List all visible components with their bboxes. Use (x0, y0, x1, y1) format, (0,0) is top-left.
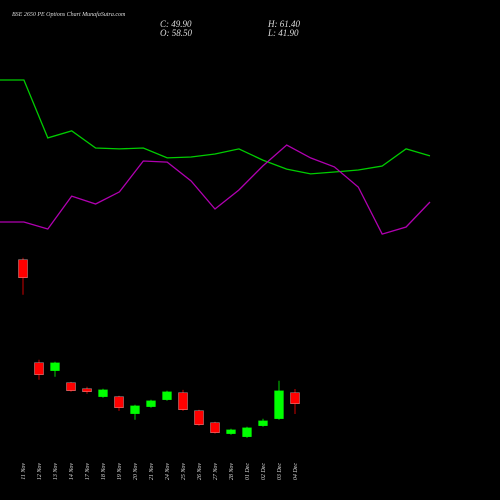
x-tick-label: 24 Nov (164, 463, 171, 481)
candle-body (274, 390, 284, 419)
candle-body (50, 362, 60, 371)
close-info: C: 49.90 (160, 19, 192, 29)
x-tick-label: 20 Nov (133, 463, 139, 481)
candle-body (130, 405, 140, 414)
x-tick-label: 04 Dec (292, 463, 299, 480)
x-tick-label: 27 Nov (213, 463, 219, 481)
candle-body (210, 422, 220, 433)
candle-body (66, 382, 76, 391)
x-tick-label: 17 Nov (85, 463, 91, 481)
x-tick-label: 19 Nov (117, 463, 123, 481)
high-info: H: 61.40 (267, 19, 300, 29)
x-tick-label: 03 Dec (277, 463, 283, 480)
x-tick-label: 14 Nov (68, 463, 75, 481)
candle-body (18, 259, 28, 278)
x-tick-label: 28 Nov (229, 463, 235, 481)
open-info: O: 58.50 (160, 28, 192, 38)
low-info: L: 41.90 (267, 28, 299, 38)
candle-body (114, 396, 124, 408)
candle-body (98, 389, 108, 397)
x-tick-label: 25 Nov (181, 463, 187, 481)
candle-body (242, 427, 252, 437)
candle-body (290, 392, 300, 404)
candle-body (34, 362, 44, 375)
indicator-line (0, 144, 431, 235)
x-tick-label: 18 Nov (101, 463, 107, 481)
x-tick-label: 02 Dec (261, 463, 267, 480)
x-tick-label: 13 Nov (53, 463, 59, 481)
candle-body (146, 400, 156, 407)
x-tick-label: 26 Nov (197, 463, 203, 481)
candle-body (162, 391, 172, 400)
x-tick-label: 12 Nov (37, 463, 43, 481)
x-tick-label: 11 Nov (21, 463, 27, 480)
candle-body (82, 388, 92, 392)
candle-body (226, 429, 236, 434)
chart-title: BSE 2650 PE Options Chart MunafaSutra.co… (12, 11, 126, 18)
candle-body (178, 392, 188, 410)
indicator-line (0, 79, 431, 175)
candle-body (194, 410, 204, 425)
candle-body (258, 420, 268, 426)
x-tick-label: 01 Dec (245, 463, 251, 480)
x-tick-label: 21 Nov (149, 463, 155, 481)
